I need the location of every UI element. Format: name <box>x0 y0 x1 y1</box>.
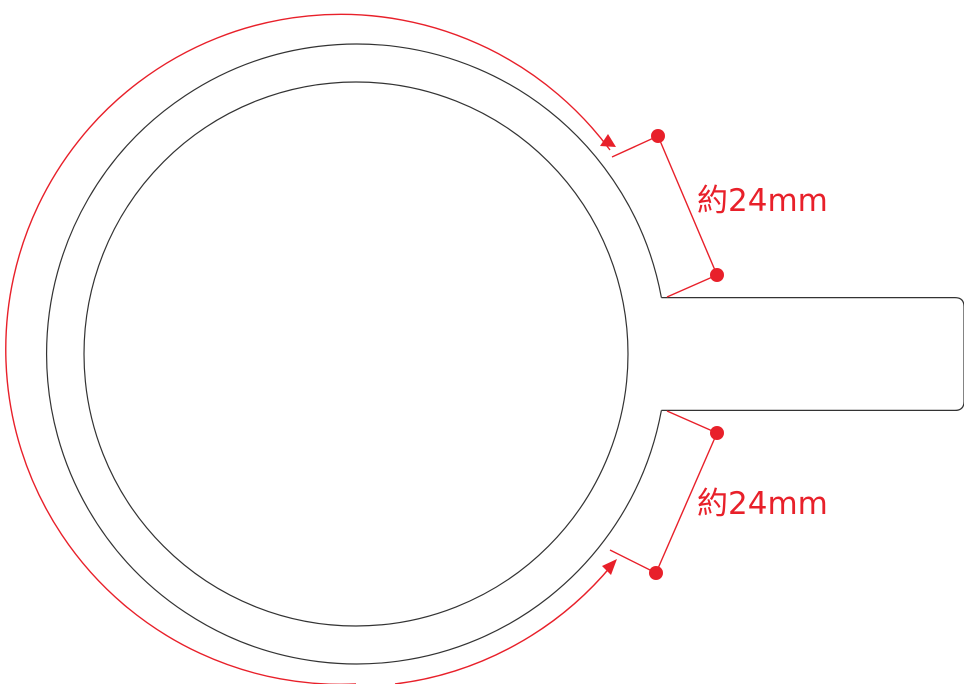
bottom-arrowhead <box>602 559 617 575</box>
top-dimension-dot-upper <box>651 129 665 143</box>
bottom-dimension-line <box>655 432 718 574</box>
mug-outline <box>45 43 964 665</box>
outer-arc-top <box>5 13 611 684</box>
bottom-dimension-dot-upper <box>710 426 724 440</box>
mug-outer-rim <box>45 43 662 665</box>
top-arrowhead <box>600 134 616 147</box>
bottom-dimension-label: 約24mm <box>697 486 828 522</box>
top-dimension-dot-lower <box>710 268 724 282</box>
mug-handle <box>661 297 964 411</box>
bottom-dimension-dot-lower <box>649 566 663 580</box>
dimension-markers <box>600 129 724 580</box>
top-dimension-line <box>657 135 718 276</box>
bottom-extension-line-lower <box>609 549 657 574</box>
top-dimension-label: 約24mm <box>697 183 828 219</box>
bottom-extension-line-upper <box>666 410 718 434</box>
outer-arc-bottom <box>394 564 613 684</box>
dimension-annotations <box>5 13 718 684</box>
top-extension-line-lower <box>666 274 718 298</box>
top-extension-line-upper <box>611 135 659 158</box>
mug-inner-rim <box>83 81 629 627</box>
